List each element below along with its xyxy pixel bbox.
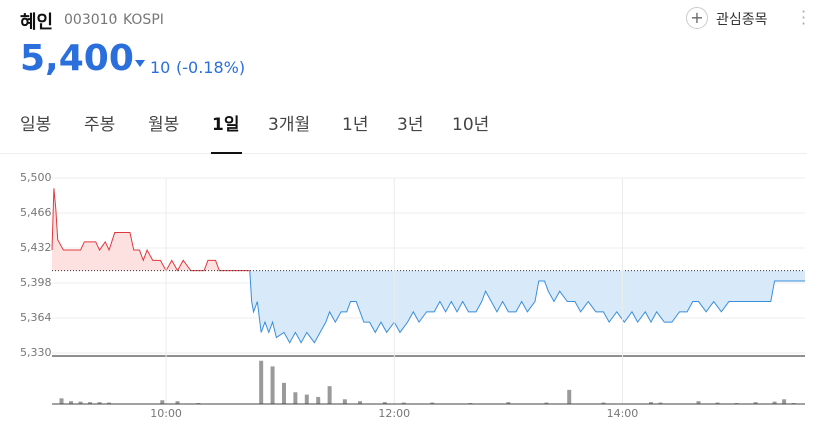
tab[interactable]: 주봉: [84, 115, 116, 135]
y-tick-label: 5,398: [20, 276, 52, 289]
area: [249, 270, 805, 343]
volume-bar: [327, 386, 332, 404]
down-arrow: [135, 60, 145, 67]
volume-bar: [342, 399, 347, 404]
x-tick-label: 12:00: [378, 407, 410, 420]
divider: [0, 153, 807, 154]
y-tick-label: 5,330: [20, 346, 52, 359]
volume-bar: [601, 402, 606, 404]
volume-bar: [753, 402, 758, 404]
volume-bar: [78, 401, 83, 404]
volume-bar: [358, 401, 363, 404]
volume-bar: [281, 382, 286, 404]
market: KOSPI: [123, 12, 164, 28]
tab[interactable]: 10년: [452, 115, 490, 135]
current-price: 5,400: [20, 38, 134, 79]
price-line: [249, 270, 805, 344]
volume-bar: [175, 401, 180, 404]
watch-button[interactable]: 관심종목: [716, 12, 768, 28]
x-tick-label: 14:00: [607, 407, 639, 420]
tab[interactable]: 3년: [397, 115, 424, 135]
volume-bar: [270, 366, 275, 404]
volume-bar: [401, 402, 406, 404]
volume-bar: [259, 360, 264, 404]
volume-bar: [382, 402, 387, 404]
y-tick-label: 5,466: [20, 206, 52, 219]
volume-bar: [696, 401, 701, 404]
price-change-pct: (-0.18%): [176, 58, 246, 77]
y-tick-label: 5,500: [20, 171, 52, 184]
watch-icon[interactable]: +: [686, 7, 708, 29]
volume-bar: [304, 394, 309, 404]
price-line: [51, 188, 250, 272]
tab[interactable]: 일봉: [20, 115, 52, 135]
y-tick-label: 5,432: [20, 241, 52, 254]
stock-code: 003010: [64, 12, 118, 28]
volume-bar: [97, 402, 102, 404]
volume-bar: [772, 401, 777, 404]
price-change: 10: [150, 58, 171, 77]
more-menu[interactable]: · · ·: [801, 2, 807, 33]
tab[interactable]: 1일: [212, 115, 240, 135]
tab[interactable]: 1년: [342, 115, 369, 135]
tab[interactable]: 월봉: [148, 115, 180, 135]
volume-bar: [658, 402, 663, 404]
volume-bar: [69, 401, 74, 404]
volume-bar: [567, 389, 572, 404]
volume-bar: [544, 402, 549, 404]
volume-bar: [88, 402, 93, 404]
volume-bar: [782, 399, 787, 404]
volume-bar: [316, 396, 321, 404]
tab-underline: [211, 152, 242, 154]
volume-bar: [506, 402, 511, 404]
volume-bar: [59, 398, 64, 404]
volume-bar: [293, 392, 298, 404]
stock-name: 혜인: [20, 12, 54, 33]
volume-bar: [160, 400, 165, 404]
x-tick-label: 10:00: [150, 407, 182, 420]
tab[interactable]: 3개월: [268, 115, 311, 135]
y-tick-label: 5,364: [20, 311, 52, 324]
volume-bar: [648, 402, 653, 404]
volume-bar: [430, 402, 435, 404]
area: [52, 188, 250, 271]
volume-bar: [107, 402, 112, 404]
separator: ·: [112, 10, 117, 26]
volume-bar: [715, 402, 720, 404]
